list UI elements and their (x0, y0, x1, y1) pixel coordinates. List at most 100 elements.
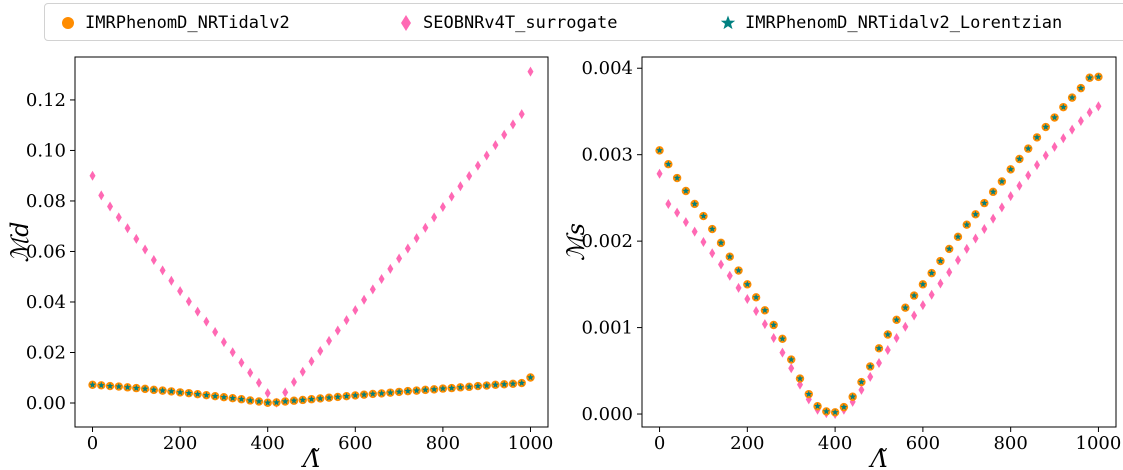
y-tick-label: 0.004 (581, 58, 633, 79)
data-point (866, 362, 874, 370)
data-point (963, 221, 971, 228)
data-point (247, 367, 254, 378)
data-point (387, 263, 394, 274)
data-point (299, 396, 307, 403)
data-point (124, 383, 131, 391)
data-point (849, 393, 857, 400)
y-tick-label: 0.002 (581, 231, 633, 252)
x-tick-label: 1000 (1076, 433, 1122, 454)
data-point (840, 403, 848, 411)
data-point (290, 397, 298, 404)
data-point (527, 66, 534, 77)
data-point (466, 170, 473, 181)
data-point (220, 393, 228, 401)
data-point (1042, 123, 1050, 130)
legend-item-seobnr: SEOBNRv4T_surrogate (397, 12, 617, 34)
data-point (202, 391, 210, 399)
data-point (1051, 113, 1058, 121)
circle-marker-icon (62, 17, 74, 29)
series-diamond (656, 101, 1102, 420)
data-point (1086, 107, 1093, 118)
y-tick-label: 0.001 (581, 318, 633, 339)
data-point (282, 387, 289, 398)
data-point (928, 269, 936, 277)
y-axis-label: ℳs (562, 223, 590, 261)
data-point (1007, 191, 1014, 202)
data-point (439, 202, 446, 213)
data-point (691, 226, 698, 237)
data-point (726, 253, 734, 260)
data-point (194, 306, 201, 317)
data-point (831, 408, 839, 416)
data-point (527, 373, 534, 381)
data-point (212, 327, 219, 338)
data-point (203, 316, 210, 327)
data-point (132, 384, 140, 392)
x-tick-label: 0 (654, 433, 665, 454)
data-point (386, 389, 394, 396)
chart-mismatch-d: 0 200 400 600 800 1000 0.00 0.02 0.04 0.06 0.08 0.1… (6, 56, 553, 470)
data-point (788, 363, 795, 374)
data-point (89, 381, 96, 388)
data-point (884, 330, 892, 338)
data-point (1077, 115, 1084, 126)
data-point (456, 383, 464, 391)
data-point (194, 390, 202, 398)
series-circle (88, 373, 535, 407)
data-point (474, 382, 482, 389)
data-point (308, 356, 315, 367)
y-tick-label: 0.06 (26, 241, 66, 262)
data-point (1024, 145, 1032, 152)
data-point (1016, 155, 1023, 162)
data-point (1060, 133, 1067, 144)
data-point (142, 244, 149, 255)
data-point (159, 387, 167, 394)
data-point (483, 381, 491, 389)
data-point (954, 233, 962, 240)
data-point (89, 170, 96, 181)
data-point (1042, 150, 1049, 161)
y-tick-label: 0.000 (581, 404, 633, 425)
data-point (867, 371, 874, 382)
data-point (413, 233, 420, 244)
data-point (431, 212, 438, 223)
data-point (360, 391, 368, 398)
data-point (682, 217, 689, 228)
data-point (430, 385, 438, 393)
data-point (501, 129, 508, 140)
data-point (796, 374, 804, 382)
data-point (770, 332, 777, 343)
y-tick-label: 0.04 (26, 292, 66, 313)
star-marker-icon (720, 15, 736, 30)
data-point (326, 335, 333, 346)
data-point (1068, 94, 1076, 101)
data-point (779, 335, 786, 342)
data-point (500, 380, 508, 388)
data-point (176, 388, 184, 396)
data-point (972, 233, 979, 244)
data-point (893, 332, 900, 343)
data-point (343, 315, 350, 326)
data-point (814, 402, 821, 410)
data-point (945, 245, 953, 252)
data-point (937, 278, 944, 289)
data-point (343, 392, 350, 400)
data-point (805, 390, 813, 398)
data-point (141, 385, 149, 392)
data-point (937, 257, 944, 264)
data-point (509, 119, 516, 130)
data-point (911, 310, 918, 321)
data-point (255, 397, 263, 405)
data-point (133, 233, 140, 244)
data-point (1059, 103, 1067, 111)
data-point (989, 188, 997, 195)
data-point (465, 383, 473, 390)
data-point (124, 223, 131, 234)
data-point (334, 325, 341, 336)
data-point (246, 396, 254, 404)
data-point (421, 386, 429, 393)
x-tick-label: 0 (87, 433, 98, 454)
y-tick-label: 0.00 (26, 393, 66, 414)
data-point (726, 270, 733, 281)
data-point (700, 212, 707, 219)
